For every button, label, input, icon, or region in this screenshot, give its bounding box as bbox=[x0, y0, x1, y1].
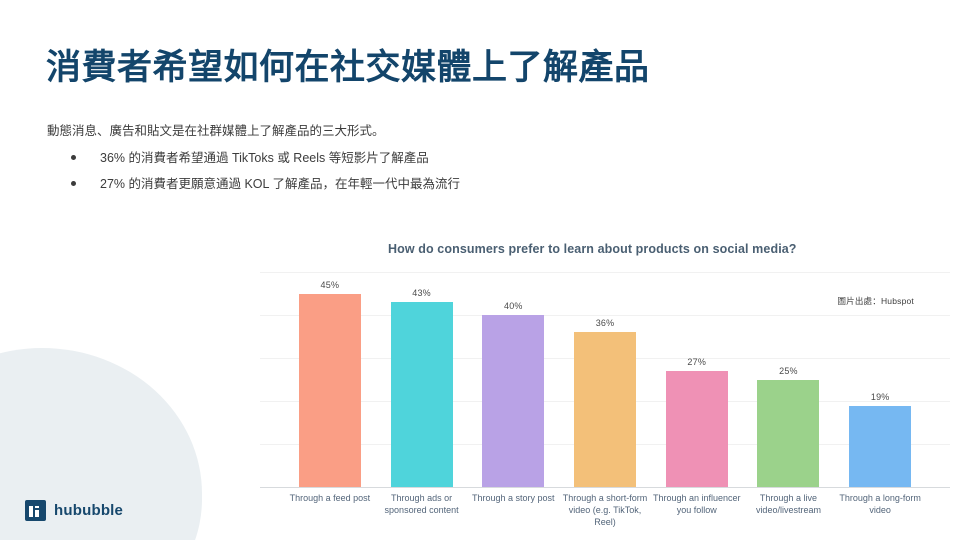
bar-value-label: 36% bbox=[595, 318, 615, 329]
bar bbox=[574, 332, 637, 488]
bullet-dot-icon bbox=[71, 155, 76, 160]
x-axis-label: Through a long-form video bbox=[839, 493, 921, 515]
x-axis-label: Through a live video/livestream bbox=[755, 493, 821, 515]
bar bbox=[298, 293, 361, 488]
bar-column: 36% bbox=[559, 272, 651, 488]
x-axis-label: Through a feed post bbox=[289, 493, 371, 503]
gridline bbox=[260, 315, 950, 316]
bullet-dot-icon bbox=[71, 181, 76, 186]
list-item-label: 36% 的消費者希望通過 TikToks 或 Reels 等短影片了解產品 bbox=[100, 151, 429, 165]
x-axis-line bbox=[260, 486, 950, 488]
bar bbox=[482, 315, 545, 488]
bar bbox=[390, 302, 453, 488]
chart-plot-area: 45% 43% 40% 36% 27% 25% 19% bbox=[260, 272, 950, 488]
list-item: 36% 的消費者希望通過 TikToks 或 Reels 等短影片了解產品 bbox=[47, 149, 667, 167]
x-axis-label: Through a short-form video (e.g. TikTok,… bbox=[562, 493, 648, 527]
brand-logo: hububble bbox=[25, 500, 123, 521]
chart-source-attribution: 圖片出處：Hubspot bbox=[837, 296, 914, 306]
lead-paragraph: 動態消息、廣告和貼文是在社群媒體上了解產品的三大形式。 bbox=[47, 124, 385, 138]
x-axis-label: Through a story post bbox=[472, 493, 555, 503]
body-copy: 動態消息、廣告和貼文是在社群媒體上了解產品的三大形式。 36% 的消費者希望通過… bbox=[47, 122, 667, 201]
bar-value-label: 43% bbox=[412, 288, 431, 299]
bar-value-label: 19% bbox=[870, 391, 890, 402]
chart-title: How do consumers prefer to learn about p… bbox=[388, 242, 797, 256]
bar-value-label: 40% bbox=[503, 301, 523, 312]
bar-column: 27% bbox=[651, 272, 743, 488]
bullet-list: 36% 的消費者希望通過 TikToks 或 Reels 等短影片了解產品 27… bbox=[47, 149, 667, 193]
gridline bbox=[260, 272, 950, 273]
bar-column: 19% bbox=[834, 272, 926, 488]
hububble-bars-icon bbox=[25, 500, 46, 521]
bar bbox=[849, 405, 912, 488]
x-axis-labels: Through a feed post Through ads or sponso… bbox=[260, 492, 950, 528]
bar-value-label: 25% bbox=[779, 366, 798, 376]
list-item: 27% 的消費者更願意通過 KOL 了解產品，在年輕一代中最為流行 bbox=[47, 175, 667, 193]
bar-column: 25% bbox=[743, 272, 835, 488]
bar bbox=[665, 371, 728, 488]
bar-column: 45% bbox=[284, 272, 376, 488]
chart-bars: 45% 43% 40% 36% 27% 25% 19% bbox=[260, 272, 950, 488]
bar-column: 43% bbox=[376, 272, 468, 488]
bar-value-label: 27% bbox=[687, 357, 707, 368]
bar bbox=[757, 380, 820, 488]
bar-column: 40% bbox=[467, 272, 559, 488]
page-title: 消費者希望如何在社交媒體上了解產品 bbox=[46, 48, 650, 87]
bar-value-label: 45% bbox=[320, 279, 340, 290]
bar-chart: How do consumers prefer to learn about p… bbox=[256, 228, 956, 536]
list-item-label: 27% 的消費者更願意通過 KOL 了解產品，在年輕一代中最為流行 bbox=[100, 177, 460, 191]
brand-logo-label: hububble bbox=[54, 502, 124, 519]
x-axis-label: Through ads or sponsored content bbox=[384, 493, 459, 515]
x-axis-label: Through an influencer you follow bbox=[652, 493, 741, 515]
